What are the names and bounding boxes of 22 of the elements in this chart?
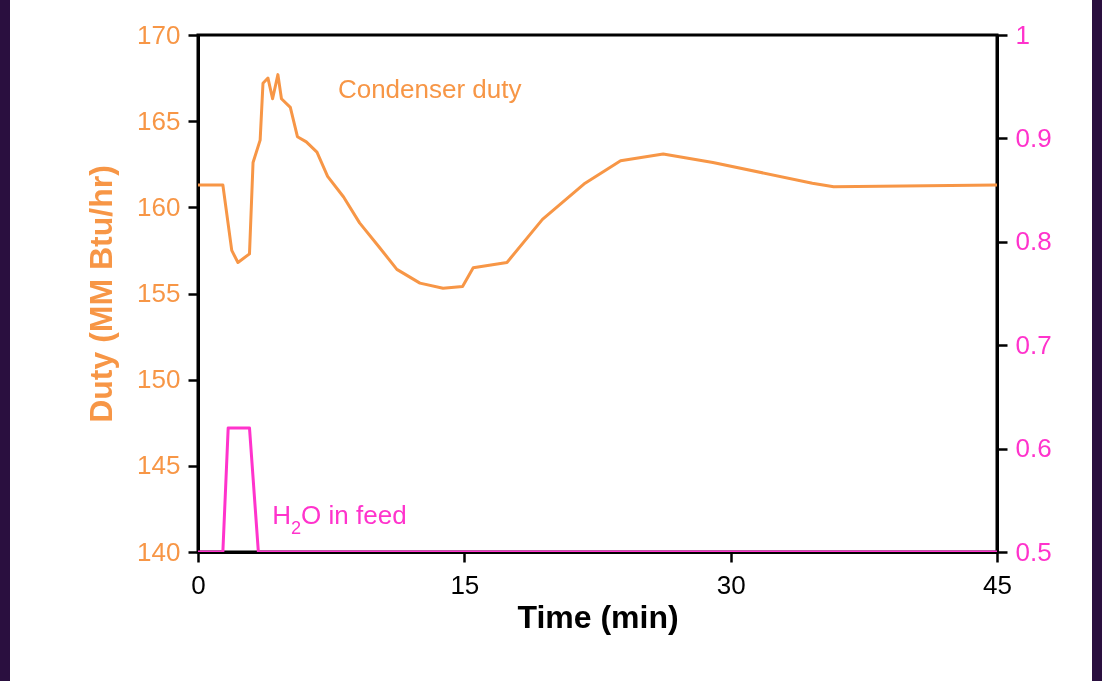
y-tick-label: 165 bbox=[137, 105, 181, 136]
x-tick-label: 30 bbox=[716, 569, 746, 600]
y2-tick-label: 0.9 bbox=[1015, 122, 1052, 153]
y2-tick-label: 0.8 bbox=[1015, 226, 1052, 257]
y-tick-label: 170 bbox=[137, 19, 181, 50]
series-label: Condenser duty bbox=[337, 73, 522, 104]
x-tick-label: 15 bbox=[450, 569, 480, 600]
y2-tick-label: 0.7 bbox=[1015, 329, 1052, 360]
line-series bbox=[198, 73, 997, 290]
x-tick-label: 45 bbox=[983, 569, 1012, 600]
x-tick-label: 0 bbox=[191, 569, 206, 600]
y-axis-title: Duty (MM Btu/hr) bbox=[83, 165, 120, 423]
series-label: H$_{2}$O in feed bbox=[272, 499, 407, 538]
x-axis-title: Time (min) bbox=[517, 598, 679, 635]
y2-tick-label: 0.6 bbox=[1015, 433, 1052, 464]
y-tick-label: 160 bbox=[137, 191, 181, 222]
y-tick-label: 145 bbox=[137, 450, 181, 481]
y2-tick-label: 0.5 bbox=[1015, 536, 1052, 567]
y2-tick-label: 1 bbox=[1015, 19, 1030, 50]
y-tick-label: 155 bbox=[137, 278, 181, 308]
y-tick-label: 150 bbox=[137, 364, 181, 395]
y-tick-label: 140 bbox=[137, 536, 181, 567]
